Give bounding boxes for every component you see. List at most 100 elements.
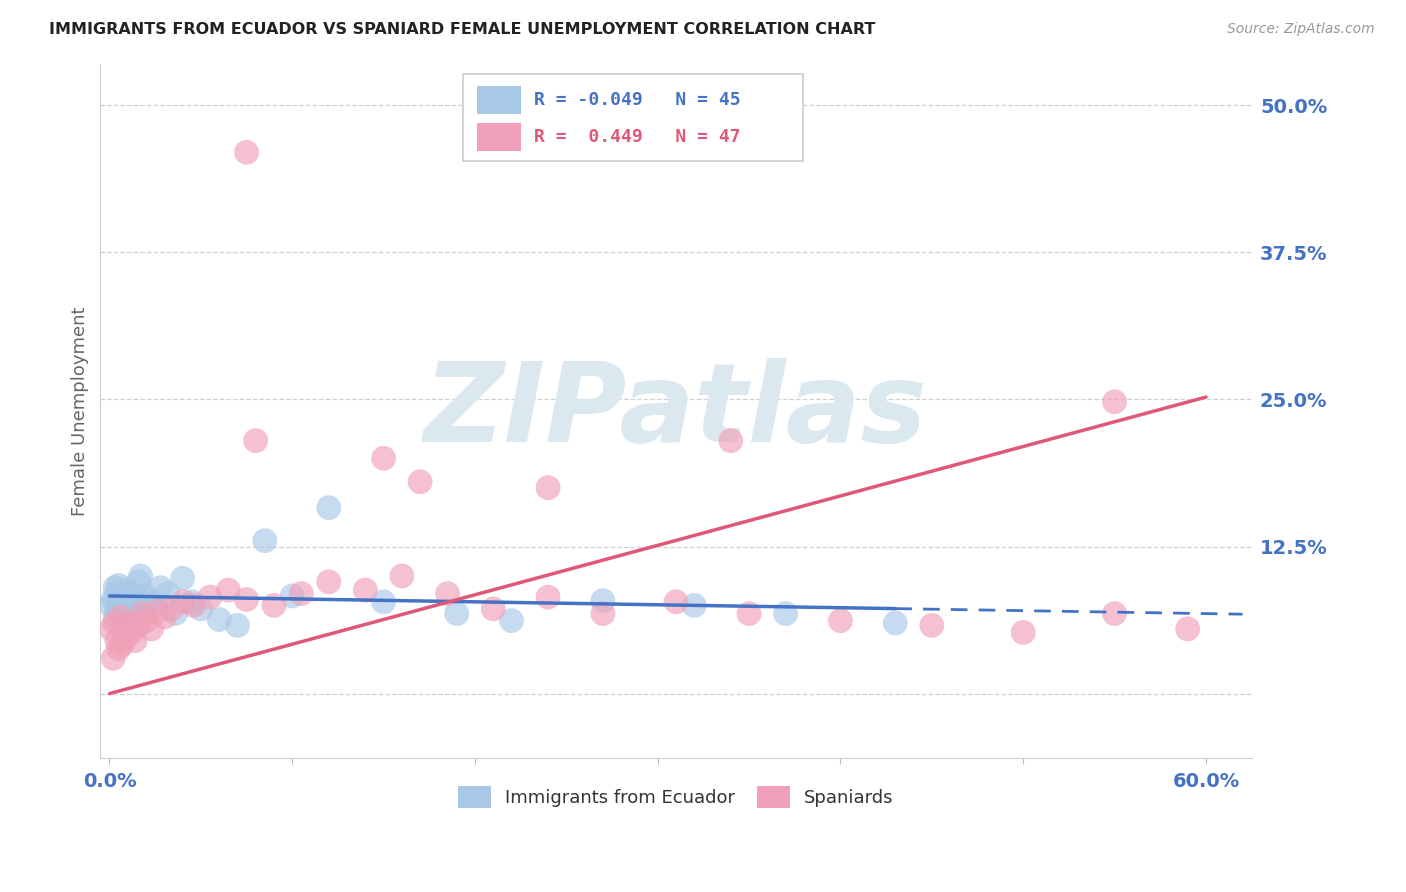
Spaniards — [101, 651, 124, 665]
Immigrants from Ecuador — [190, 602, 212, 616]
Immigrants from Ecuador — [120, 585, 142, 599]
Spaniards — [110, 610, 132, 624]
Immigrants from Ecuador — [683, 599, 706, 613]
Spaniards — [373, 451, 395, 466]
Text: IMMIGRANTS FROM ECUADOR VS SPANIARD FEMALE UNEMPLOYMENT CORRELATION CHART: IMMIGRANTS FROM ECUADOR VS SPANIARD FEMA… — [49, 22, 876, 37]
Immigrants from Ecuador — [125, 590, 148, 604]
Immigrants from Ecuador — [104, 610, 127, 624]
Spaniards — [100, 622, 122, 636]
Immigrants from Ecuador — [208, 612, 231, 626]
Immigrants from Ecuador — [111, 597, 134, 611]
Spaniards — [409, 475, 432, 489]
Spaniards — [135, 614, 157, 628]
Text: Source: ZipAtlas.com: Source: ZipAtlas.com — [1227, 22, 1375, 37]
Spaniards — [235, 592, 257, 607]
Spaniards — [482, 602, 505, 616]
Immigrants from Ecuador — [117, 589, 139, 603]
Immigrants from Ecuador — [180, 595, 202, 609]
Spaniards — [107, 641, 129, 656]
Spaniards — [665, 595, 688, 609]
Immigrants from Ecuador — [884, 615, 907, 630]
Spaniards — [183, 599, 205, 613]
Spaniards — [537, 481, 560, 495]
Immigrants from Ecuador — [281, 589, 304, 603]
Immigrants from Ecuador — [149, 581, 172, 595]
Immigrants from Ecuador — [107, 578, 129, 592]
Spaniards — [318, 574, 340, 589]
Immigrants from Ecuador — [115, 583, 138, 598]
Text: R = -0.049   N = 45: R = -0.049 N = 45 — [534, 91, 741, 109]
Immigrants from Ecuador — [112, 599, 135, 614]
Immigrants from Ecuador — [107, 595, 129, 609]
Spaniards — [115, 630, 138, 644]
Spaniards — [120, 625, 142, 640]
Immigrants from Ecuador — [172, 571, 194, 585]
Spaniards — [131, 607, 153, 621]
Immigrants from Ecuador — [373, 595, 395, 609]
Legend: Immigrants from Ecuador, Spaniards: Immigrants from Ecuador, Spaniards — [451, 779, 901, 815]
Immigrants from Ecuador — [118, 593, 141, 607]
FancyBboxPatch shape — [463, 74, 803, 161]
Immigrants from Ecuador — [253, 533, 276, 548]
Spaniards — [235, 145, 257, 160]
Spaniards — [1012, 625, 1035, 640]
Spaniards — [436, 586, 458, 600]
Immigrants from Ecuador — [100, 599, 122, 613]
Spaniards — [537, 590, 560, 604]
Spaniards — [263, 599, 285, 613]
Immigrants from Ecuador — [129, 569, 152, 583]
Immigrants from Ecuador — [318, 500, 340, 515]
Spaniards — [153, 610, 176, 624]
Immigrants from Ecuador — [111, 590, 134, 604]
Immigrants from Ecuador — [135, 589, 157, 603]
Text: ZIPatlas: ZIPatlas — [425, 358, 928, 465]
Immigrants from Ecuador — [122, 600, 145, 615]
FancyBboxPatch shape — [477, 123, 520, 151]
Spaniards — [111, 637, 134, 651]
Spaniards — [146, 604, 169, 618]
Immigrants from Ecuador — [775, 607, 797, 621]
Spaniards — [112, 622, 135, 636]
Spaniards — [391, 569, 413, 583]
Spaniards — [921, 618, 943, 632]
Spaniards — [105, 633, 128, 648]
Immigrants from Ecuador — [156, 586, 179, 600]
Immigrants from Ecuador — [165, 607, 187, 621]
Immigrants from Ecuador — [105, 586, 128, 600]
Spaniards — [290, 586, 312, 600]
Spaniards — [592, 607, 614, 621]
Spaniards — [160, 602, 183, 616]
Immigrants from Ecuador — [131, 604, 153, 618]
Spaniards — [1104, 607, 1126, 621]
Spaniards — [245, 434, 267, 448]
Spaniards — [117, 615, 139, 630]
Spaniards — [830, 614, 852, 628]
Immigrants from Ecuador — [128, 574, 150, 589]
Spaniards — [217, 583, 239, 598]
Spaniards — [128, 618, 150, 632]
Immigrants from Ecuador — [110, 592, 132, 607]
Immigrants from Ecuador — [105, 602, 128, 616]
Spaniards — [141, 622, 163, 636]
Spaniards — [172, 595, 194, 609]
Immigrants from Ecuador — [101, 592, 124, 607]
Immigrants from Ecuador — [501, 614, 523, 628]
Spaniards — [1104, 394, 1126, 409]
Spaniards — [738, 607, 761, 621]
Y-axis label: Female Unemployment: Female Unemployment — [72, 307, 89, 516]
Immigrants from Ecuador — [110, 607, 132, 621]
Text: R =  0.449   N = 47: R = 0.449 N = 47 — [534, 128, 741, 146]
Immigrants from Ecuador — [446, 607, 468, 621]
Immigrants from Ecuador — [226, 618, 249, 632]
Spaniards — [354, 583, 377, 598]
Immigrants from Ecuador — [592, 593, 614, 607]
Immigrants from Ecuador — [124, 596, 146, 610]
Spaniards — [1177, 622, 1199, 636]
Immigrants from Ecuador — [143, 599, 166, 613]
Immigrants from Ecuador — [138, 595, 160, 609]
Immigrants from Ecuador — [117, 604, 139, 618]
Immigrants from Ecuador — [104, 581, 127, 595]
Spaniards — [720, 434, 742, 448]
Spaniards — [124, 633, 146, 648]
Spaniards — [104, 615, 127, 630]
